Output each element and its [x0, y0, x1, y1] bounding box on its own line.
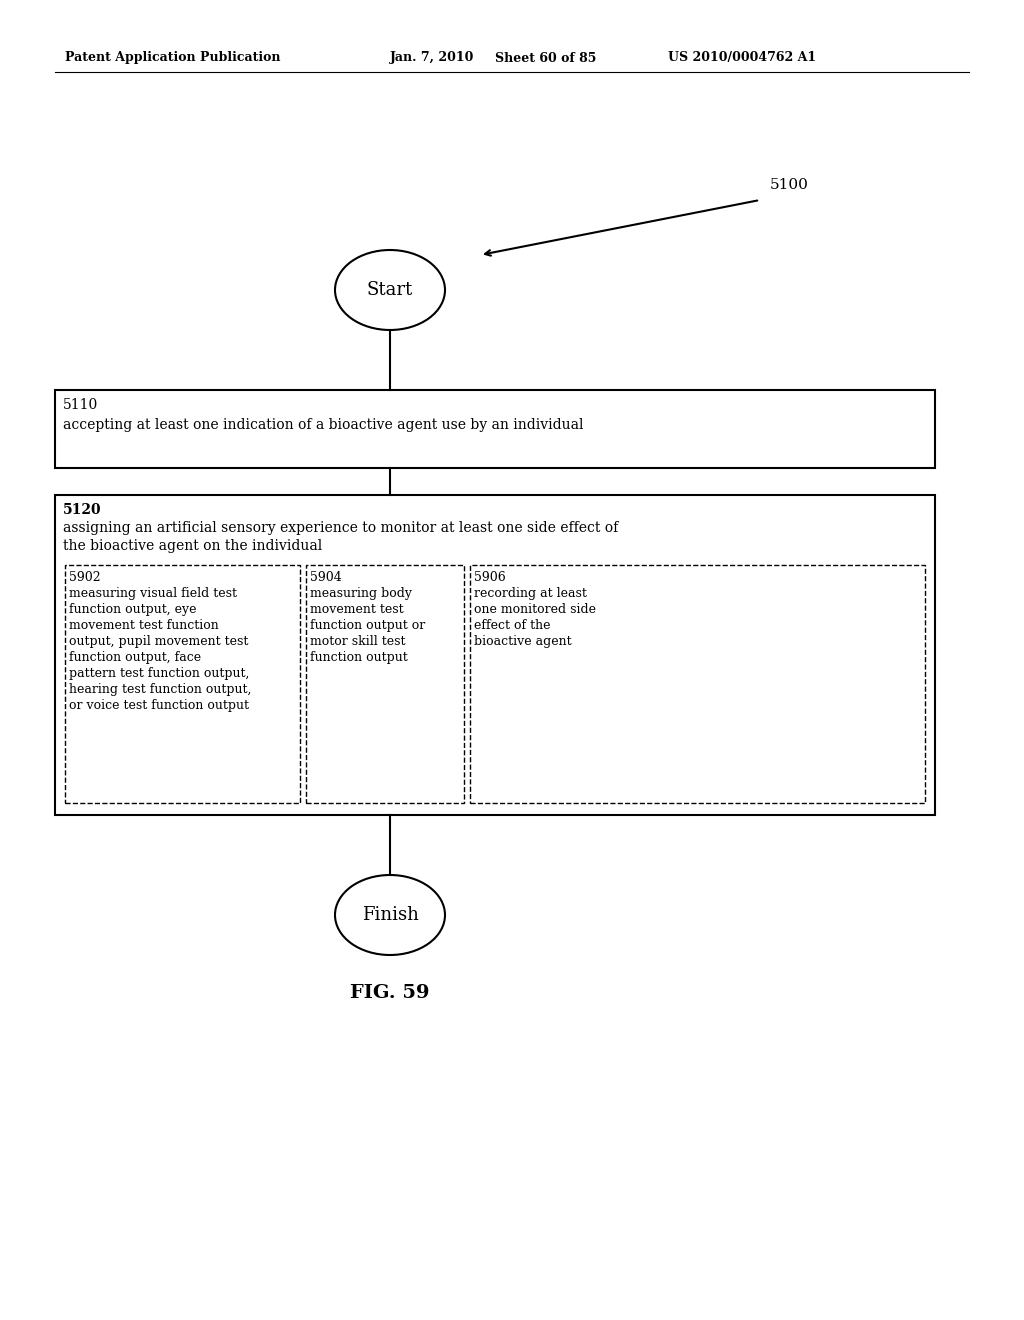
Bar — [470, 565, 925, 803]
Text: Finish: Finish — [361, 906, 419, 924]
Text: 5110: 5110 — [63, 399, 98, 412]
Text: 5904: 5904 — [310, 572, 342, 583]
Text: Start: Start — [367, 281, 413, 300]
Text: assigning an artificial sensory experience to monitor at least one side effect o: assigning an artificial sensory experien… — [63, 521, 618, 535]
Text: pattern test function output,: pattern test function output, — [69, 667, 250, 680]
Bar — [55, 495, 935, 814]
Text: recording at least: recording at least — [474, 587, 587, 601]
Text: movement test function: movement test function — [69, 619, 219, 632]
Text: 5906: 5906 — [474, 572, 506, 583]
Text: Patent Application Publication: Patent Application Publication — [65, 51, 281, 65]
Text: Jan. 7, 2010: Jan. 7, 2010 — [390, 51, 474, 65]
Text: bioactive agent: bioactive agent — [474, 635, 571, 648]
Text: FIG. 59: FIG. 59 — [350, 983, 430, 1002]
Bar — [306, 565, 464, 803]
Text: 5100: 5100 — [770, 178, 809, 191]
Text: hearing test function output,: hearing test function output, — [69, 682, 251, 696]
Text: Sheet 60 of 85: Sheet 60 of 85 — [495, 51, 596, 65]
Text: one monitored side: one monitored side — [474, 603, 596, 616]
Text: function output, face: function output, face — [69, 651, 201, 664]
Text: or voice test function output: or voice test function output — [69, 700, 249, 711]
Text: output, pupil movement test: output, pupil movement test — [69, 635, 249, 648]
Text: 5902: 5902 — [69, 572, 100, 583]
Text: function output, eye: function output, eye — [69, 603, 197, 616]
Text: US 2010/0004762 A1: US 2010/0004762 A1 — [668, 51, 816, 65]
Bar — [55, 389, 935, 469]
Text: function output: function output — [310, 651, 408, 664]
Text: measuring visual field test: measuring visual field test — [69, 587, 237, 601]
Text: 5120: 5120 — [63, 503, 101, 517]
Text: function output or: function output or — [310, 619, 425, 632]
Text: the bioactive agent on the individual: the bioactive agent on the individual — [63, 539, 323, 553]
Text: effect of the: effect of the — [474, 619, 551, 632]
Bar — [65, 565, 300, 803]
Text: measuring body: measuring body — [310, 587, 412, 601]
Text: movement test: movement test — [310, 603, 403, 616]
Text: motor skill test: motor skill test — [310, 635, 406, 648]
Text: accepting at least one indication of a bioactive agent use by an individual: accepting at least one indication of a b… — [63, 418, 584, 432]
